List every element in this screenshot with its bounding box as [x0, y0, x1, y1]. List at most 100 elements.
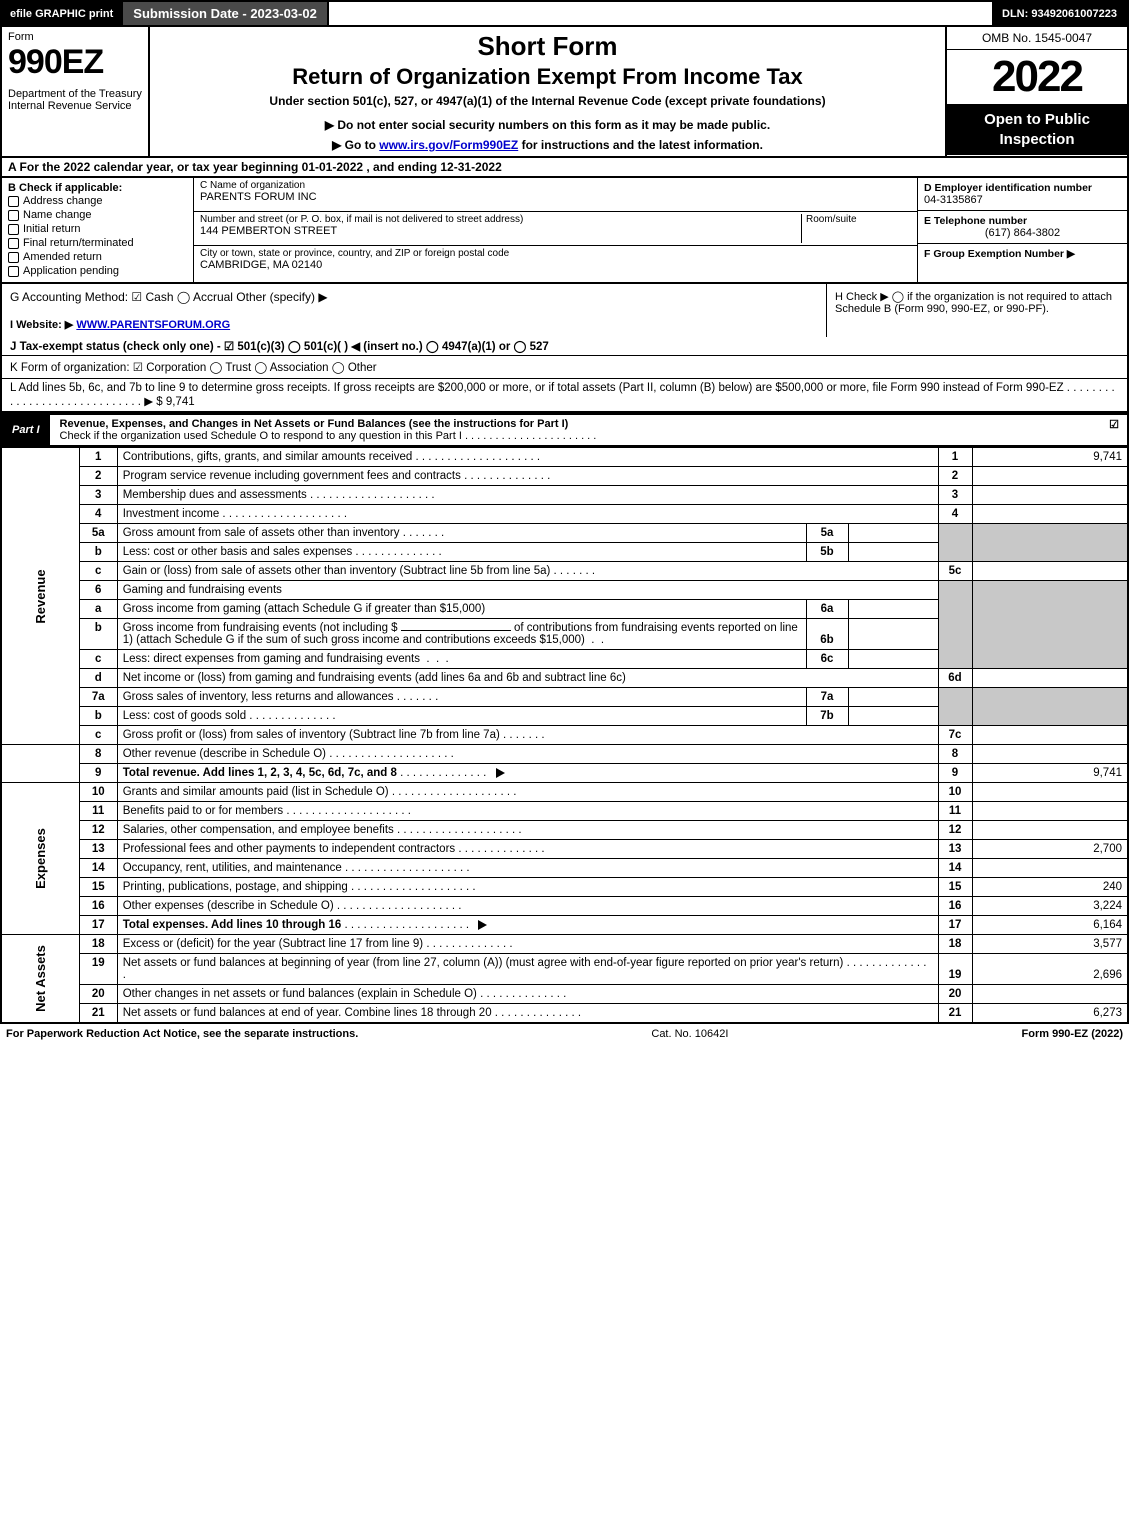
open-public-badge: Open to Public Inspection: [947, 104, 1127, 155]
checkbox-icon[interactable]: [8, 210, 19, 221]
txt-5c: Gain or (loss) from sale of assets other…: [117, 562, 938, 581]
amt-5c: [972, 562, 1128, 581]
row-20: 20 Other changes in net assets or fund b…: [1, 985, 1128, 1004]
lno-8: 8: [79, 745, 117, 764]
checkbox-icon[interactable]: [8, 252, 19, 263]
section-h: H Check ▶ ◯ if the organization is not r…: [827, 284, 1127, 337]
txt-9: Total revenue. Add lines 1, 2, 3, 4, 5c,…: [117, 764, 938, 783]
b-amended-return: Amended return: [8, 250, 187, 264]
irs-link[interactable]: www.irs.gov/Form990EZ: [379, 138, 518, 152]
footer-right: Form 990-EZ (2022): [1022, 1028, 1123, 1040]
box-14: 14: [938, 859, 972, 878]
part-1-header: Part I Revenue, Expenses, and Changes in…: [0, 413, 1129, 447]
lno-16: 16: [79, 897, 117, 916]
box-2: 2: [938, 467, 972, 486]
c-name-label: C Name of organization: [200, 180, 911, 191]
part-1-checkbox[interactable]: ☑: [1109, 418, 1119, 442]
lno-7a: 7a: [79, 688, 117, 707]
topbar-spacer: [329, 2, 992, 25]
row-11: 11 Benefits paid to or for members 11: [1, 802, 1128, 821]
amt-15: 240: [972, 878, 1128, 897]
b-opt-4: Amended return: [23, 251, 102, 263]
row-7a: 7a Gross sales of inventory, less return…: [1, 688, 1128, 707]
greyamt-5ab: [972, 524, 1128, 562]
txt-15: Printing, publications, postage, and shi…: [117, 878, 938, 897]
g-accounting-method: G Accounting Method: ☑ Cash ◯ Accrual Ot…: [10, 290, 818, 304]
txt-17: Total expenses. Add lines 10 through 16: [117, 916, 938, 935]
mid-7b: 7b: [806, 707, 848, 726]
txt-10: Grants and similar amounts paid (list in…: [117, 783, 938, 802]
box-19: 19: [938, 954, 972, 985]
box-10: 10: [938, 783, 972, 802]
amt-1: 9,741: [972, 448, 1128, 467]
header-center: Short Form Return of Organization Exempt…: [150, 27, 945, 156]
b-opt-1: Name change: [23, 209, 92, 221]
dots: [394, 824, 522, 836]
triangle-icon: [496, 768, 505, 778]
lno-15: 15: [79, 878, 117, 897]
street-address: 144 PEMBERTON STREET: [200, 225, 801, 237]
d-label: D Employer identification number: [924, 182, 1121, 194]
lno-6: 6: [79, 581, 117, 600]
l-amount: 9,741: [166, 396, 195, 408]
amt-9: 9,741: [972, 764, 1128, 783]
txt-7a: Gross sales of inventory, less returns a…: [117, 688, 806, 707]
section-c: C Name of organization PARENTS FORUM INC…: [194, 178, 917, 282]
dots: [348, 881, 476, 893]
b-final-return: Final return/terminated: [8, 236, 187, 250]
box-6d: 6d: [938, 669, 972, 688]
section-e: E Telephone number (617) 864-3802: [918, 211, 1127, 244]
warning-ssn: ▶ Do not enter social security numbers o…: [156, 118, 939, 132]
lno-6c: c: [79, 650, 117, 669]
dots: [455, 843, 544, 855]
midamt-5b: [848, 543, 938, 562]
amt-8: [972, 745, 1128, 764]
amt-11: [972, 802, 1128, 821]
c-address: Number and street (or P. O. box, if mail…: [200, 214, 801, 243]
revenue-sidelabel-cont: [1, 745, 79, 783]
lno-1: 1: [79, 448, 117, 467]
midamt-5a: [848, 524, 938, 543]
row-21: 21 Net assets or fund balances at end of…: [1, 1004, 1128, 1024]
e-label: E Telephone number: [924, 215, 1121, 227]
row-10: Expenses 10 Grants and similar amounts p…: [1, 783, 1128, 802]
box-13: 13: [938, 840, 972, 859]
row-6d: d Net income or (loss) from gaming and f…: [1, 669, 1128, 688]
b-opt-3: Final return/terminated: [23, 237, 134, 249]
lno-17: 17: [79, 916, 117, 935]
row-5a: 5a Gross amount from sale of assets othe…: [1, 524, 1128, 543]
box-16: 16: [938, 897, 972, 916]
c-address-row: Number and street (or P. O. box, if mail…: [194, 212, 917, 246]
lno-18: 18: [79, 935, 117, 954]
dots: [492, 1007, 581, 1019]
txt-6c: Less: direct expenses from gaming and fu…: [117, 650, 806, 669]
midamt-6c: [848, 650, 938, 669]
lno-21: 21: [79, 1004, 117, 1024]
lno-5c: c: [79, 562, 117, 581]
amt-6d: [972, 669, 1128, 688]
part-1-dots: . . . . . . . . . . . . . . . . . . . . …: [465, 430, 596, 442]
checkbox-icon[interactable]: [8, 238, 19, 249]
dots: [394, 691, 439, 703]
part-1-table: Revenue 1 Contributions, gifts, grants, …: [0, 447, 1129, 1024]
efile-print-label: efile GRAPHIC print: [2, 2, 121, 25]
lno-9: 9: [79, 764, 117, 783]
section-l: L Add lines 5b, 6c, and 7b to line 9 to …: [0, 379, 1129, 413]
txt-19: Net assets or fund balances at beginning…: [117, 954, 938, 985]
checkbox-icon[interactable]: [8, 196, 19, 207]
dln-number: DLN: 93492061007223: [992, 2, 1127, 25]
lno-6d: d: [79, 669, 117, 688]
txt-6a: Gross income from gaming (attach Schedul…: [117, 600, 806, 619]
part-1-label: Part I: [2, 421, 50, 439]
subtitle-section: Under section 501(c), 527, or 4947(a)(1)…: [156, 94, 939, 108]
website-link[interactable]: WWW.PARENTSFORUM.ORG: [76, 319, 230, 331]
section-k: K Form of organization: ☑ Corporation ◯ …: [0, 355, 1129, 379]
txt-11: Benefits paid to or for members: [117, 802, 938, 821]
dots: [412, 451, 540, 463]
section-j: J Tax-exempt status (check only one) - ☑…: [0, 337, 1129, 355]
checkbox-icon[interactable]: [8, 266, 19, 277]
checkbox-icon[interactable]: [8, 224, 19, 235]
txt-2: Program service revenue including govern…: [117, 467, 938, 486]
title-short-form: Short Form: [156, 31, 939, 62]
grey-7: [938, 688, 972, 726]
